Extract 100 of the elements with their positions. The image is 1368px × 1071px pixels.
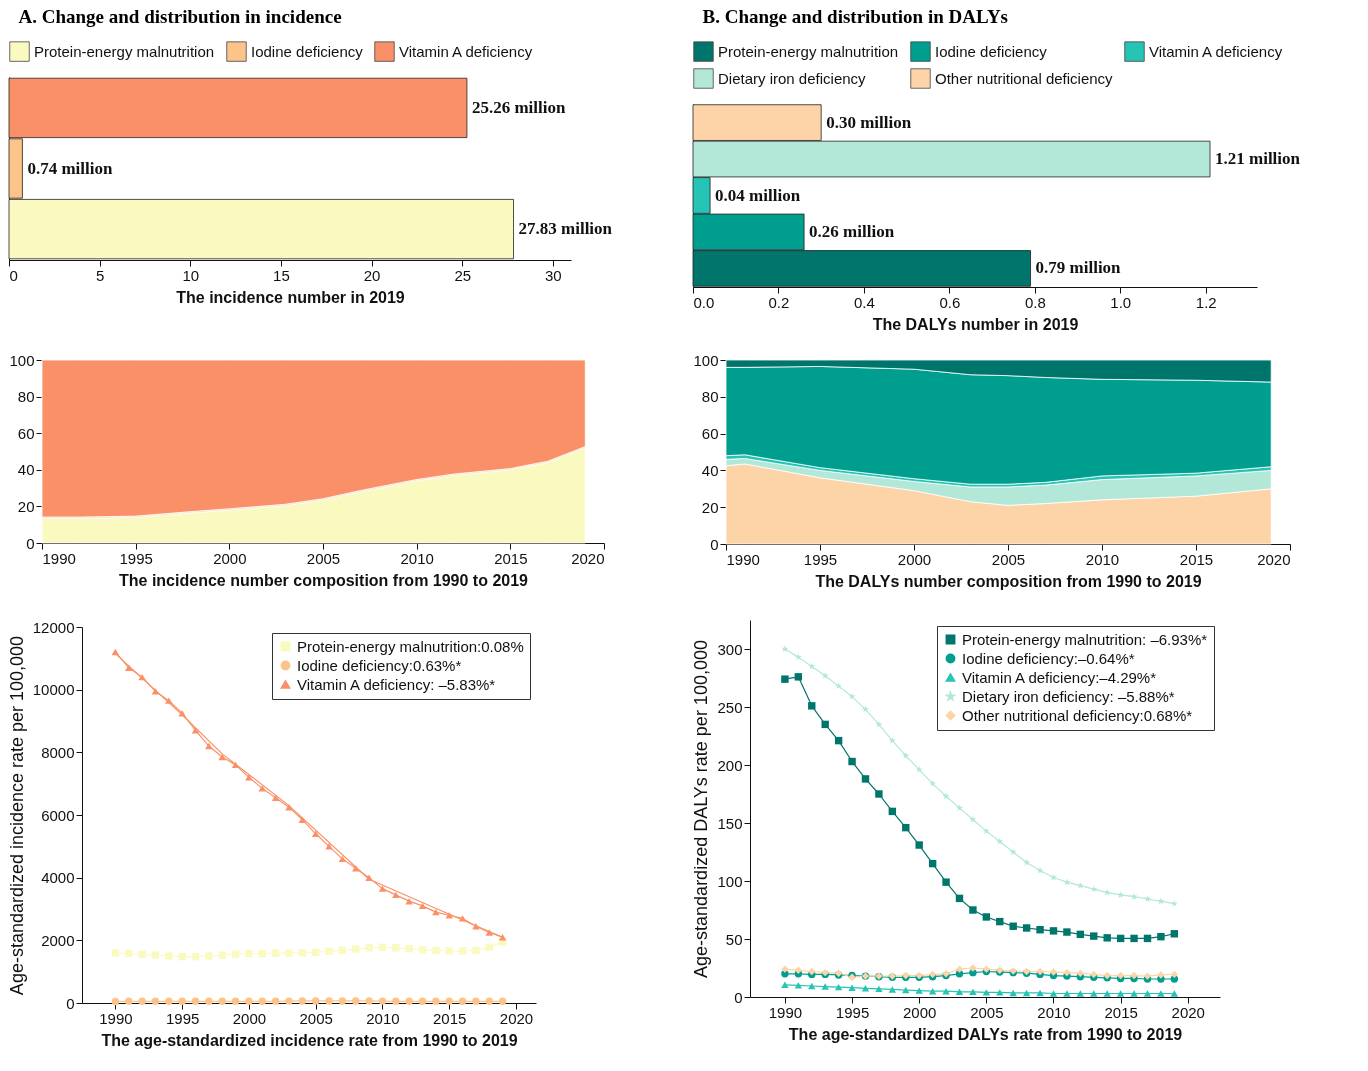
x-tick-label: 2005 bbox=[306, 549, 341, 567]
x-tick-label: 1995 bbox=[119, 549, 153, 567]
x-tick-label: 2010 bbox=[366, 1009, 400, 1027]
x-tick-label: 1990 bbox=[42, 549, 76, 567]
y-tick-label: 100 bbox=[717, 872, 743, 890]
x-tick-label: 2010 bbox=[400, 549, 434, 567]
x-tick-label: 2015 bbox=[433, 1009, 467, 1027]
y-tick-label: 100 bbox=[693, 351, 719, 369]
y-tick-label: 0 bbox=[734, 988, 743, 1006]
data-label: 0.79 million bbox=[1035, 258, 1122, 278]
x-tick-label: 1990 bbox=[99, 1009, 133, 1027]
x-tick-label: 1.2 bbox=[1195, 293, 1217, 311]
y-tick-label: 4000 bbox=[41, 869, 75, 887]
x-tick-label: 0.6 bbox=[939, 293, 961, 311]
x-tick-label: 2005 bbox=[299, 1009, 333, 1027]
data-label: 0.74 million bbox=[27, 158, 113, 178]
data-label: 0.26 million bbox=[809, 221, 895, 241]
x-tick-label: 0.0 bbox=[693, 293, 715, 311]
x-tick-label: 0.8 bbox=[1024, 293, 1046, 311]
data-label: 0.04 million bbox=[715, 185, 801, 205]
legend-label: Iodine deficiency:–0.64%* bbox=[962, 649, 1135, 667]
x-axis-title: The DALYs number in 2019 bbox=[872, 315, 1079, 333]
x-tick-label: 1.0 bbox=[1110, 293, 1132, 311]
y-tick-label: 80 bbox=[701, 388, 719, 406]
y-tick-label: 100 bbox=[9, 351, 35, 369]
y-tick-label: 80 bbox=[17, 388, 35, 406]
y-tick-label: 8000 bbox=[41, 743, 75, 761]
legend-label: Protein-energy malnutrition: –6.93%* bbox=[962, 630, 1208, 648]
y-tick-label: 300 bbox=[717, 640, 743, 658]
x-axis-title: The age-standardized incidence rate from 1990 to 2019 bbox=[101, 1031, 518, 1049]
legend-label: Dietary iron deficiency bbox=[718, 69, 867, 87]
data-label: 0.30 million bbox=[826, 112, 912, 132]
x-tick-label: 2020 bbox=[499, 1009, 534, 1027]
x-tick-label: 2015 bbox=[1104, 1003, 1138, 1021]
legend-label: Protein-energy malnutrition:0.08% bbox=[297, 637, 524, 655]
x-tick-label: 20 bbox=[363, 266, 381, 284]
y-tick-label: 60 bbox=[17, 424, 35, 442]
data-label: 27.83 million bbox=[518, 219, 613, 239]
x-tick-label: 2000 bbox=[213, 549, 247, 567]
y-tick-label: 250 bbox=[717, 698, 743, 716]
legend-label: Dietary iron deficiency: –5.88%* bbox=[962, 687, 1175, 705]
x-tick-label: 1995 bbox=[835, 1003, 870, 1021]
x-axis-title: The incidence number in 2019 bbox=[176, 288, 405, 306]
data-label: 25.26 million bbox=[471, 97, 566, 117]
legend-label: Other nutritional deficiency bbox=[935, 69, 1114, 87]
x-tick-label: 25 bbox=[454, 266, 472, 284]
y-tick-label: 2000 bbox=[41, 931, 75, 949]
legend-label: Protein-energy malnutrition bbox=[718, 42, 899, 60]
x-tick-label: 2020 bbox=[1257, 550, 1291, 568]
x-tick-label: 2020 bbox=[571, 549, 605, 567]
y-tick-label: 10000 bbox=[32, 681, 75, 699]
y-tick-label: 20 bbox=[17, 497, 35, 515]
legend-label: Protein-energy malnutrition bbox=[34, 42, 215, 60]
y-tick-label: 200 bbox=[717, 756, 743, 774]
y-tick-label: 40 bbox=[701, 461, 719, 479]
y-tick-label: 50 bbox=[725, 930, 743, 948]
x-tick-label: 2020 bbox=[1171, 1003, 1205, 1021]
x-tick-label: 2015 bbox=[494, 549, 528, 567]
x-axis-title: The incidence number composition from 1990 to 2019 bbox=[119, 571, 529, 589]
chart-title: B. Change and distribution in DALYs bbox=[702, 6, 1009, 27]
x-tick-label: 2010 bbox=[1085, 550, 1120, 568]
x-tick-label: 0.2 bbox=[768, 293, 790, 311]
y-axis-title: Age-standardized incidence rate per 100,000 bbox=[6, 635, 27, 996]
x-tick-label: 2000 bbox=[232, 1009, 267, 1027]
x-tick-label: 5 bbox=[95, 266, 105, 284]
x-tick-label: 2000 bbox=[903, 1003, 937, 1021]
legend-label: Other nutritional deficiency:0.68%* bbox=[962, 706, 1193, 724]
x-axis-title: The age-standardized DALYs rate from 1990 to 2019 bbox=[788, 1025, 1183, 1043]
legend-label: Vitamin A deficiency: –5.83%* bbox=[297, 675, 496, 693]
legend-label: Iodine deficiency bbox=[935, 42, 1048, 60]
x-tick-label: 2015 bbox=[1179, 550, 1214, 568]
y-tick-label: 0 bbox=[26, 534, 35, 552]
x-tick-label: 1995 bbox=[803, 550, 838, 568]
y-tick-label: 20 bbox=[701, 498, 719, 516]
x-tick-label: 2000 bbox=[897, 550, 932, 568]
y-axis-title: Age-standardized DALYs rate per 100,000 bbox=[691, 640, 712, 978]
legend-label: Iodine deficiency:0.63%* bbox=[297, 656, 462, 674]
y-tick-label: 40 bbox=[17, 461, 35, 479]
x-tick-label: 2005 bbox=[991, 550, 1026, 568]
x-tick-label: 0.4 bbox=[853, 293, 875, 311]
legend-label: Vitamin A deficiency bbox=[399, 42, 533, 60]
x-tick-label: 2010 bbox=[1037, 1003, 1071, 1021]
x-tick-label: 10 bbox=[182, 266, 200, 284]
y-tick-label: 60 bbox=[701, 425, 719, 443]
x-tick-label: 1990 bbox=[726, 550, 760, 568]
x-tick-label: 1995 bbox=[165, 1009, 200, 1027]
x-tick-label: 30 bbox=[545, 266, 562, 284]
x-tick-label: 2005 bbox=[970, 1003, 1004, 1021]
data-label: 1.21 million bbox=[1215, 149, 1301, 169]
x-axis-title: The DALYs number composition from 1990 to 2019 bbox=[815, 572, 1202, 590]
y-tick-label: 12000 bbox=[32, 618, 75, 636]
legend-label: Iodine deficiency bbox=[251, 42, 364, 60]
legend-label: Vitamin A deficiency:–4.29%* bbox=[962, 668, 1157, 686]
x-tick-label: 1990 bbox=[768, 1003, 803, 1021]
y-tick-label: 0 bbox=[710, 535, 719, 553]
legend-label: Vitamin A deficiency bbox=[1149, 42, 1283, 60]
y-tick-label: 6000 bbox=[41, 806, 75, 824]
x-tick-label: 15 bbox=[273, 266, 290, 284]
y-tick-label: 150 bbox=[717, 814, 743, 832]
chart-title: A. Change and distribution in incidence bbox=[18, 6, 342, 27]
